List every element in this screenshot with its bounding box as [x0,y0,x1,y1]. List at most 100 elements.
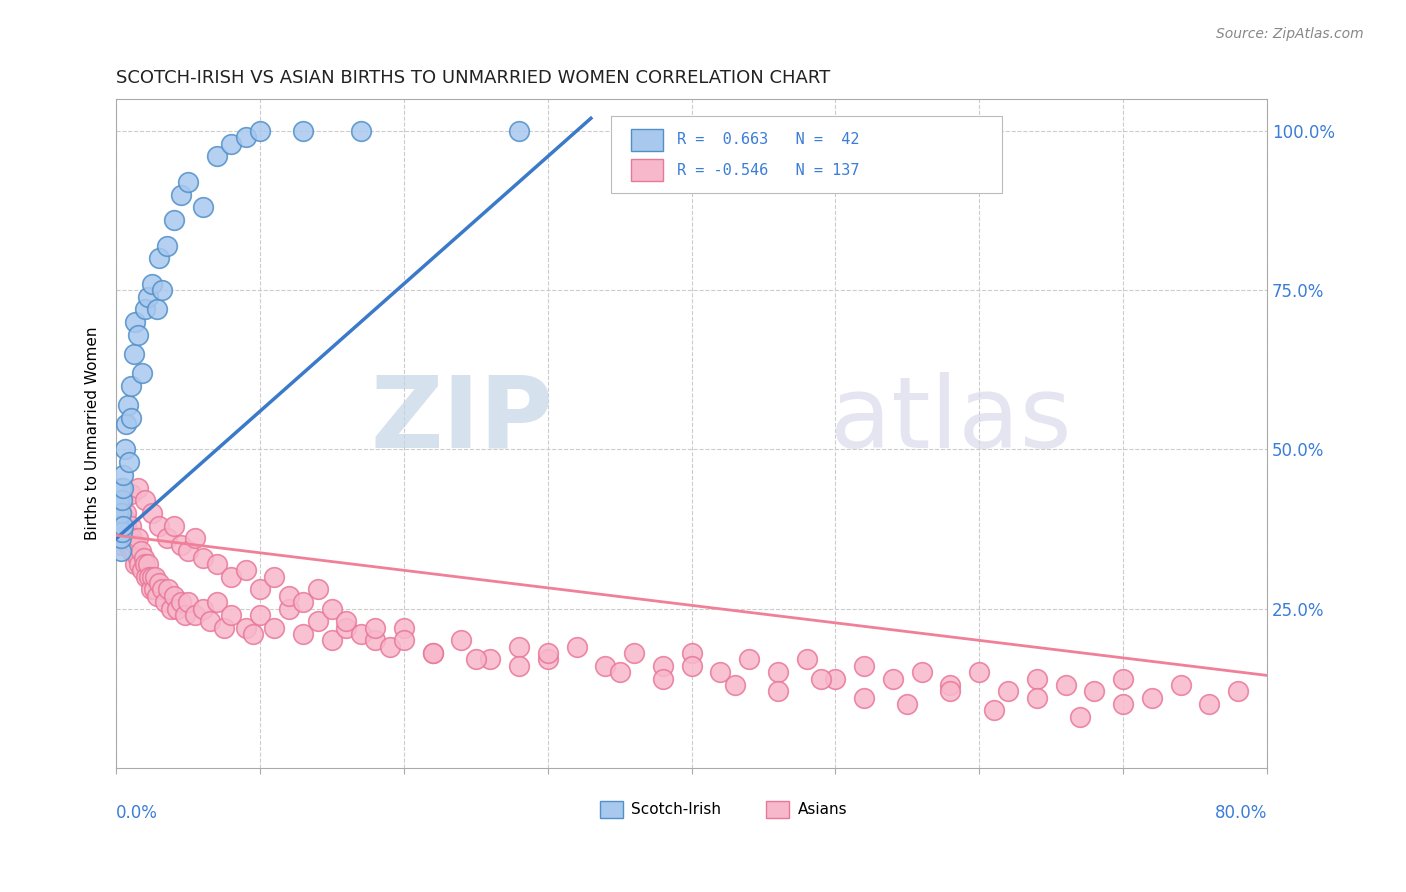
Point [249,607,271,622]
Point [122,544,145,558]
Point [292,627,315,641]
Point [120,544,142,558]
Point [508,640,530,654]
Point [508,658,530,673]
Point [242,627,264,641]
Text: SCOTCH-IRISH VS ASIAN BIRTHS TO UNMARRIED WOMEN CORRELATION CHART: SCOTCH-IRISH VS ASIAN BIRTHS TO UNMARRIE… [117,69,831,87]
Point [997,684,1019,698]
Point [796,652,818,666]
Point [681,646,703,660]
Point [307,614,329,628]
Point [134,557,156,571]
Point [709,665,731,680]
Point [127,327,149,342]
Point [292,124,315,138]
Point [114,532,136,546]
Point [132,550,155,565]
Point [145,302,167,317]
Point [108,532,131,546]
Point [143,570,166,584]
Point [766,665,789,680]
Point [148,518,170,533]
Point [112,467,135,482]
Point [153,595,176,609]
Point [156,238,179,252]
Point [392,633,415,648]
Point [277,601,299,615]
Point [738,652,761,666]
Point [145,589,167,603]
Point [235,563,257,577]
Point [127,532,149,546]
Point [160,601,183,615]
Point [896,697,918,711]
Point [335,614,357,628]
Point [107,532,129,546]
Point [170,538,193,552]
Text: Scotch-Irish: Scotch-Irish [631,802,721,817]
Point [422,646,444,660]
Point [114,512,136,526]
Text: Asians: Asians [797,802,846,817]
Point [115,417,138,431]
Point [111,525,134,540]
Point [479,652,502,666]
Point [364,621,387,635]
Text: Source: ZipAtlas.com: Source: ZipAtlas.com [1216,27,1364,41]
Point [141,506,163,520]
Point [537,646,560,660]
Text: atlas: atlas [830,372,1071,468]
Point [221,607,243,622]
Point [967,665,990,680]
Point [136,289,159,303]
Point [350,124,373,138]
Point [141,570,163,584]
Point [111,493,134,508]
Y-axis label: Births to Unmarried Women: Births to Unmarried Women [86,326,100,541]
Point [651,658,673,673]
Point [120,410,142,425]
Point [1198,697,1220,711]
Point [112,518,135,533]
Point [117,525,139,540]
Point [1112,697,1135,711]
Point [111,532,134,546]
Point [177,544,200,558]
Point [170,187,193,202]
Point [117,538,139,552]
Point [292,595,315,609]
Point [112,493,135,508]
Point [191,550,214,565]
Point [127,481,149,495]
Point [120,487,142,501]
Point [1069,710,1091,724]
Point [724,678,747,692]
Point [335,621,357,635]
Point [450,633,472,648]
Point [125,538,148,552]
Point [681,658,703,673]
Text: 80.0%: 80.0% [1215,805,1267,822]
Point [107,525,129,540]
Point [112,481,135,495]
Point [392,621,415,635]
Point [205,595,228,609]
Point [110,544,132,558]
Point [120,518,142,533]
Point [163,518,186,533]
Point [263,621,285,635]
Point [464,652,486,666]
Point [112,518,135,533]
Point [128,557,150,571]
Point [114,442,136,457]
Point [136,557,159,571]
Point [882,672,904,686]
Text: R = -0.546   N = 137: R = -0.546 N = 137 [676,163,859,178]
Point [124,557,146,571]
Point [117,398,139,412]
Point [108,518,131,533]
Point [853,690,876,705]
Point [110,481,132,495]
Point [235,130,257,145]
Bar [631,128,662,151]
